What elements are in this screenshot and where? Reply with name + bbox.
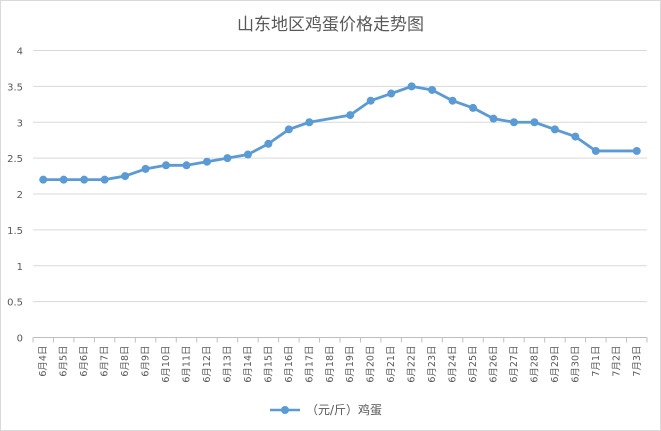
x-tick-label: 6月5日 xyxy=(59,346,70,377)
data-point xyxy=(162,161,171,170)
data-point xyxy=(305,118,314,127)
x-tick-label: 6月30日 xyxy=(570,346,581,383)
y-tick-label: 3 xyxy=(17,118,23,129)
data-point xyxy=(591,146,600,155)
x-tick-label: 6月7日 xyxy=(100,346,111,377)
data-point xyxy=(489,114,498,123)
y-tick-label: 0.5 xyxy=(7,298,23,309)
data-point xyxy=(366,96,375,105)
x-tick-label: 6月9日 xyxy=(141,346,152,377)
x-tick-label: 6月11日 xyxy=(182,346,193,383)
data-point xyxy=(530,118,539,127)
data-point xyxy=(632,146,641,155)
data-point xyxy=(571,132,580,141)
data-point xyxy=(407,82,416,91)
x-tick-label: 6月4日 xyxy=(38,346,49,377)
x-tick-label: 6月29日 xyxy=(550,346,561,383)
data-point xyxy=(243,150,252,159)
data-point xyxy=(100,175,109,184)
y-tick-label: 1 xyxy=(17,262,23,273)
x-tick-label: 6月22日 xyxy=(407,346,418,383)
data-point xyxy=(284,125,293,134)
data-point xyxy=(80,175,89,184)
x-tick-label: 6月6日 xyxy=(79,346,90,377)
x-tick-label: 6月23日 xyxy=(427,346,438,383)
x-tick-label: 6月24日 xyxy=(448,346,459,383)
data-point xyxy=(509,118,518,127)
x-tick-label: 6月12日 xyxy=(202,346,213,383)
chart-title: 山东地区鸡蛋价格走势图 xyxy=(237,15,424,35)
data-point xyxy=(121,172,130,181)
data-point xyxy=(141,164,150,173)
x-tick-label: 7月3日 xyxy=(632,346,643,377)
x-axis xyxy=(32,337,648,343)
x-tick-label: 6月13日 xyxy=(222,346,233,383)
gridlines xyxy=(33,50,647,303)
x-tick-label: 7月1日 xyxy=(591,346,602,377)
x-tick-label: 6月27日 xyxy=(509,346,520,383)
series-layer xyxy=(39,82,641,184)
x-tick-label: 6月20日 xyxy=(366,346,377,383)
x-tick-label: 6月28日 xyxy=(529,346,540,383)
legend: （元/斤）鸡蛋 xyxy=(270,402,382,417)
y-tick-label: 4 xyxy=(17,47,23,58)
x-axis-tick-labels: 6月4日 6月5日 6月6日 6月7日 6月8日 6月9日 6月10日 6月11日 6月12日 6… xyxy=(38,346,643,383)
data-point xyxy=(182,161,191,170)
data-point xyxy=(39,175,48,184)
x-tick-label: 7月2日 xyxy=(611,346,622,377)
x-tick-label: 6月18日 xyxy=(325,346,336,383)
data-point xyxy=(223,154,232,163)
x-tick-label: 6月8日 xyxy=(120,346,131,377)
data-point xyxy=(202,157,211,166)
x-tick-label: 6月14日 xyxy=(243,346,254,383)
data-point xyxy=(59,175,68,184)
y-tick-label: 2 xyxy=(17,190,23,201)
x-tick-label: 6月10日 xyxy=(161,346,172,383)
data-point xyxy=(550,125,559,134)
y-tick-label: 3.5 xyxy=(7,82,23,93)
y-tick-label: 1.5 xyxy=(7,226,23,237)
x-tick-label: 6月19日 xyxy=(345,346,356,383)
x-tick-label: 6月21日 xyxy=(386,346,397,383)
legend-dot-marker xyxy=(281,406,289,414)
legend-label: （元/斤）鸡蛋 xyxy=(306,402,382,417)
y-tick-label: 2.5 xyxy=(7,154,23,165)
data-point xyxy=(387,89,396,98)
data-point xyxy=(264,139,273,148)
series-line xyxy=(43,84,637,182)
x-tick-label: 6月25日 xyxy=(468,346,479,383)
x-tick-label: 6月16日 xyxy=(284,346,295,383)
data-point xyxy=(346,111,355,120)
x-tick-label: 6月26日 xyxy=(489,346,500,383)
data-point xyxy=(428,85,437,94)
y-tick-label: 0 xyxy=(17,334,23,345)
data-point xyxy=(469,103,478,112)
y-axis-ticks: 0 0.5 1 1.5 2 2.5 3 3.5 4 xyxy=(7,47,23,345)
x-tick-label: 6月15日 xyxy=(263,346,274,383)
x-tick-label: 6月17日 xyxy=(304,346,315,383)
data-point xyxy=(448,96,457,105)
